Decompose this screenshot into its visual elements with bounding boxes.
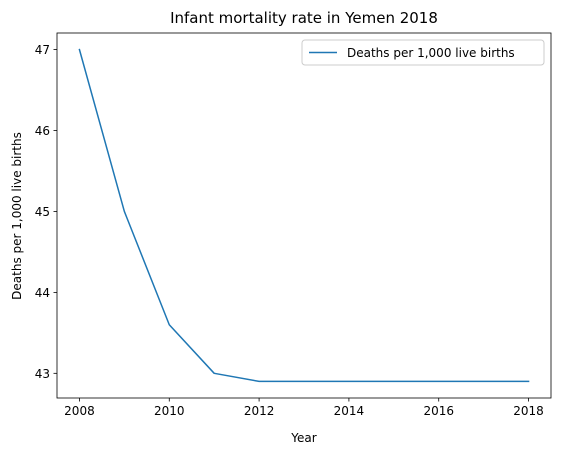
series-layer [78,48,530,383]
legend-entry-label: Deaths per 1,000 live births [347,46,515,60]
plot-frame [56,32,552,399]
x-axis-ticks: 2008 2010 2012 2014 2016 2018 [64,398,544,418]
x-tick-label: 2014 [334,404,365,418]
x-tick-label: 2018 [513,404,544,418]
chart-title: Infant mortality rate in Yemen 2018 [170,9,438,27]
x-axis-label: Year [290,431,316,445]
y-tick-label: 45 [35,205,50,219]
x-tick-label: 2012 [244,404,275,418]
y-tick-label: 47 [35,43,50,57]
series-line [78,48,530,383]
y-axis-ticks: 43 44 45 46 47 [35,43,57,381]
y-axis-label: Deaths per 1,000 live births [10,132,24,300]
x-tick-label: 2008 [64,404,95,418]
x-tick-label: 2016 [423,404,454,418]
y-tick-label: 44 [35,286,50,300]
x-tick-label: 2010 [154,404,185,418]
legend: Deaths per 1,000 live births [301,39,545,66]
y-tick-label: 43 [35,367,50,381]
legend-box [301,39,545,66]
y-tick-label: 46 [35,124,50,138]
